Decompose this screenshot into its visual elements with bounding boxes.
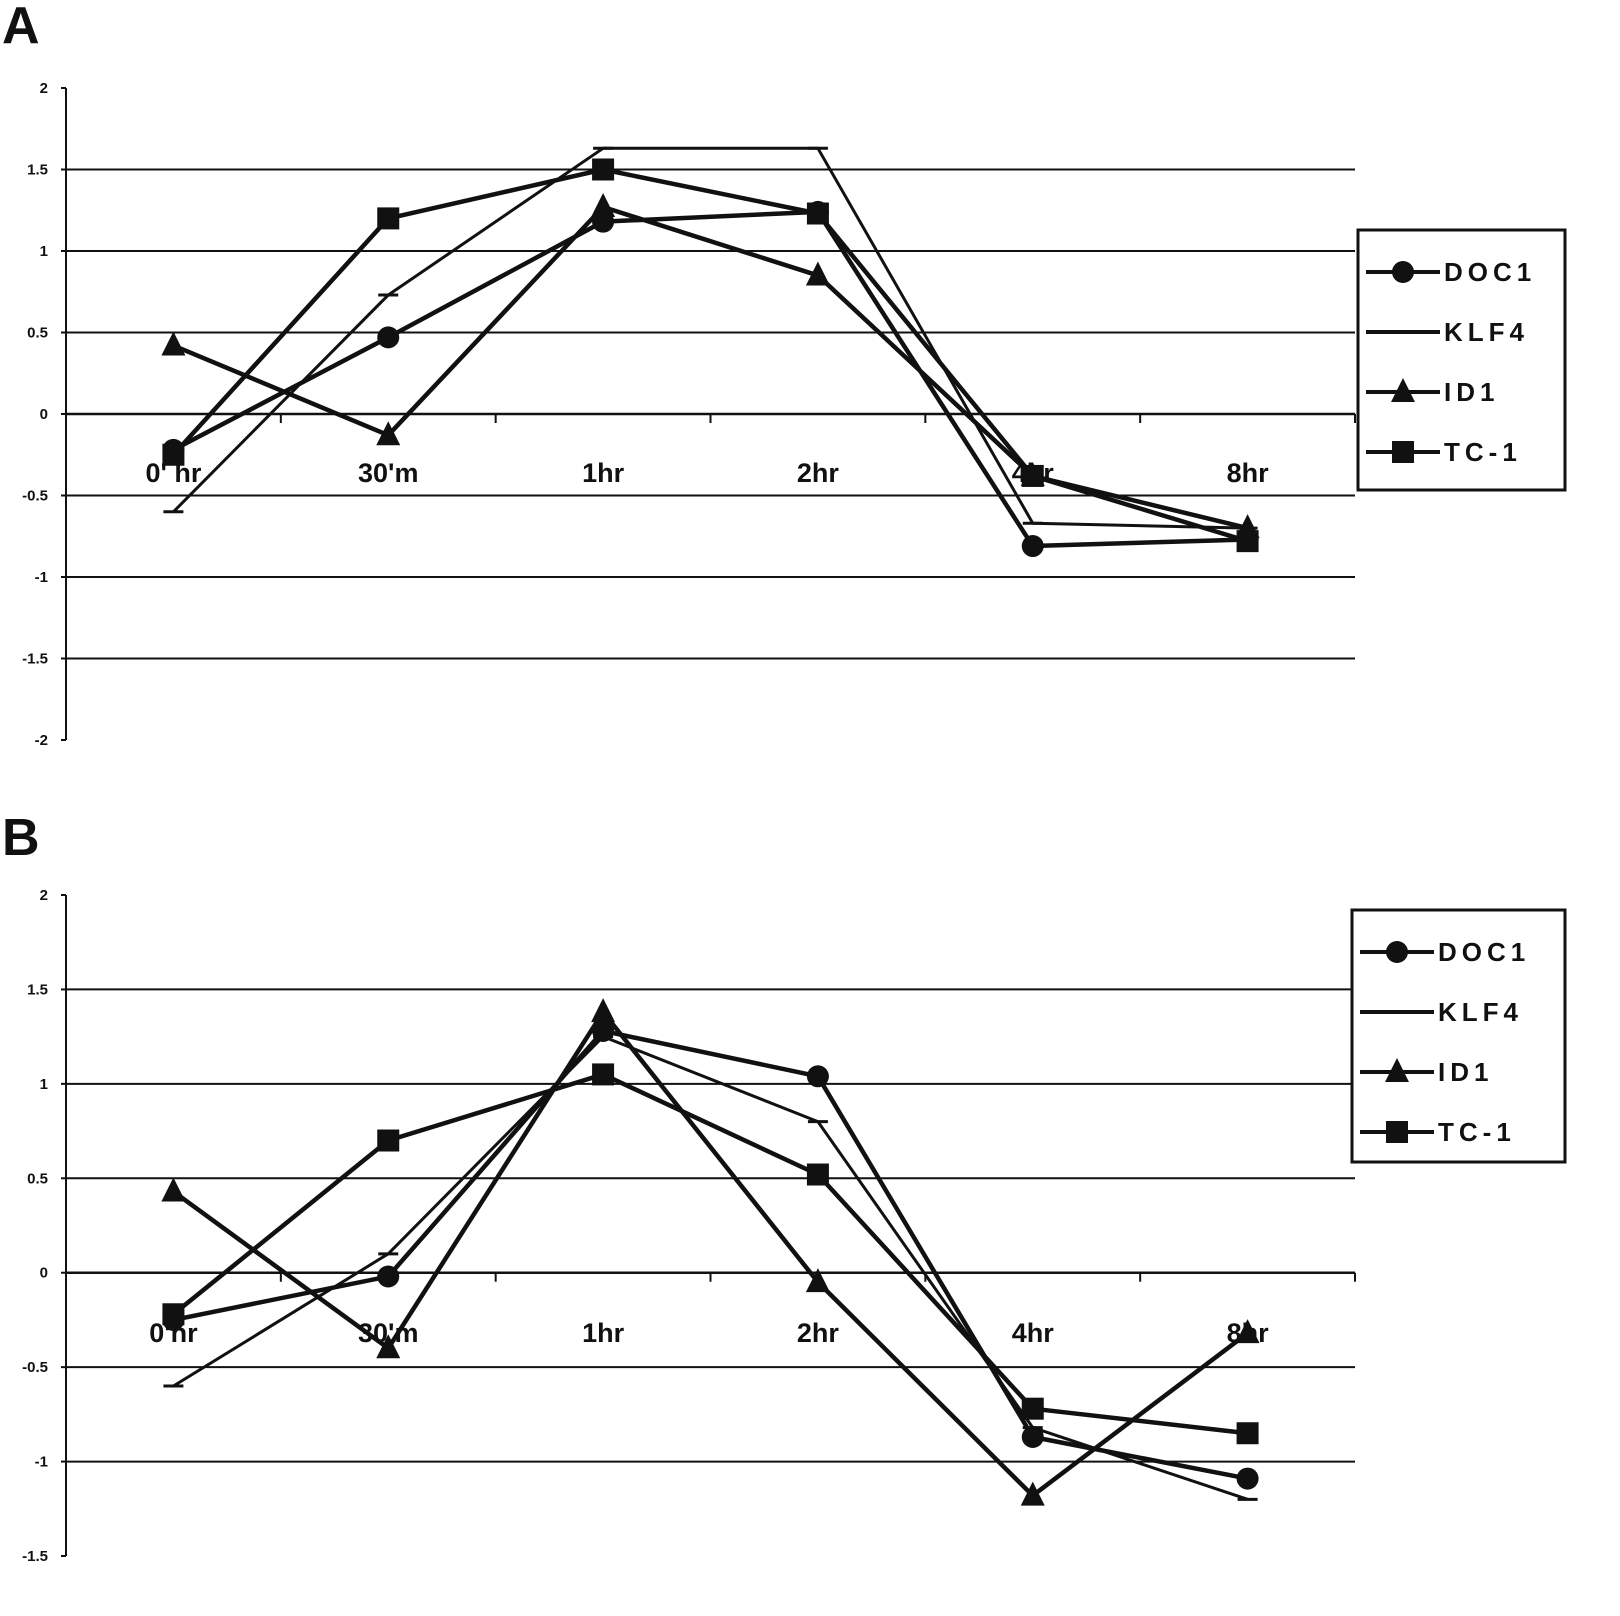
x-tick-label: 2hr [797,458,840,488]
x-tick-label: 1hr [582,1318,625,1348]
data-point [377,1129,400,1152]
y-tick-label: -1 [35,569,48,586]
data-point [1020,1481,1045,1506]
series-line [172,146,1248,530]
series-doc1 [162,200,1259,558]
y-tick-label: -0.5 [22,1359,48,1376]
data-point [1236,530,1259,553]
x-tick-label: 8hr [1227,458,1270,488]
y-tick-label: 0 [40,406,48,423]
series-line [172,1028,1249,1481]
data-point [806,1065,829,1088]
data-point [162,1303,185,1326]
y-tick-label: 1 [40,1076,48,1093]
y-tick-label: 1.5 [27,162,48,179]
series-tc1 [162,158,1259,553]
data-point [805,261,830,286]
data-point [1235,1319,1260,1344]
legend-label: KLF4 [1444,317,1529,347]
data-point [377,1265,400,1288]
data-point [161,331,186,356]
series-line [172,1009,1249,1498]
series-klf4 [163,1035,1258,1501]
chart-panel-b: 21.510.50-0.5-1-1.50'hr30'm1hr2hr4hr8hrD… [22,887,1567,1565]
data-point [1021,1426,1044,1449]
y-tick-label: 0.5 [27,1170,48,1187]
legend-label: ID1 [1444,377,1499,407]
data-point [592,1063,615,1086]
y-tick-label: -0.5 [22,488,48,505]
legend-diamond-icon [1392,261,1414,283]
series-line [172,209,1248,549]
legend-diamond-icon [1386,941,1408,963]
data-point [806,202,829,225]
data-point [592,158,615,181]
y-tick-label: -1 [35,1454,48,1471]
legend-triangle-icon [1385,1058,1409,1082]
x-tick-label: 4hr [1012,1318,1055,1348]
y-tick-label: -1.5 [22,1548,48,1565]
data-point [1021,464,1044,487]
series-id1 [161,998,1260,1506]
legend: DOC1 KLF4 ID1 TC-1 [1350,908,1567,1164]
series-tc1 [162,1063,1259,1445]
data-point [805,1268,830,1293]
y-tick-label: -2 [35,732,48,749]
data-point [1021,1397,1044,1420]
series-line [172,1072,1248,1436]
data-point [377,207,400,230]
y-tick-label: 0 [40,1265,48,1282]
legend-label: DOC1 [1444,257,1536,287]
panel-label-b: B [2,809,40,867]
data-point [376,1334,401,1359]
data-point [591,192,616,217]
data-point [806,1163,829,1186]
data-point [1236,1467,1259,1490]
y-tick-label: 1.5 [27,981,48,998]
data-point [162,443,185,466]
panel-label-a: A [2,0,40,55]
x-tick-label: 1hr [582,458,625,488]
data-point [161,1177,186,1202]
y-tick-label: 2 [40,80,48,97]
legend-label: DOC1 [1438,937,1530,967]
legend-label: KLF4 [1438,997,1523,1027]
legend-label: TC-1 [1438,1117,1516,1147]
y-tick-label: 1 [40,243,48,260]
series-klf4 [163,146,1258,530]
legend-triangle-icon [1391,378,1415,402]
legend-square-icon [1386,1121,1408,1143]
data-point [377,326,400,349]
series-doc1 [162,1019,1259,1490]
y-tick-label: 0.5 [27,325,48,342]
data-point [591,998,616,1023]
data-point [376,421,401,446]
series-line [171,167,1249,544]
x-tick-label: 30'm [358,458,418,488]
legend-label: TC-1 [1444,437,1522,467]
y-tick-label: -1.5 [22,651,48,668]
data-point [1021,535,1044,558]
series-id1 [161,192,1260,539]
series-line [172,1035,1249,1501]
chart-panel-a: 21.510.50-0.5-1-1.5-20' hr30'm1hr2hr4hr8… [22,80,1567,749]
legend: DOC1 KLF4 ID1 TC-1 [1356,228,1567,492]
x-tick-label: 2hr [797,1318,840,1348]
y-tick-label: 2 [40,887,48,904]
legend-square-icon [1392,441,1414,463]
data-point [1236,1422,1259,1445]
legend-label: ID1 [1438,1057,1493,1087]
